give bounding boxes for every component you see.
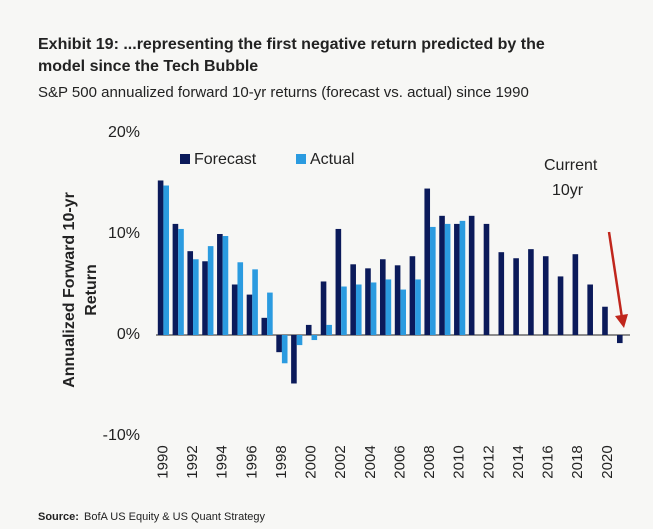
bar	[385, 279, 392, 335]
bar	[237, 262, 244, 335]
bar	[415, 279, 421, 335]
bar	[557, 276, 564, 335]
bar	[207, 246, 214, 335]
bar	[296, 335, 303, 346]
annotation: Current	[544, 157, 598, 174]
bar	[572, 254, 579, 335]
bar	[291, 335, 297, 384]
x-tick-label: 2012	[480, 445, 497, 478]
y-tick-label: 10%	[108, 225, 140, 242]
annotation-arrowhead	[615, 314, 628, 328]
bar	[379, 259, 386, 335]
bar	[400, 289, 407, 335]
annotation: 10yr	[552, 182, 584, 199]
bar	[394, 265, 401, 335]
source-label: Source:	[38, 511, 79, 523]
bar	[513, 258, 519, 335]
x-tick-label: 1998	[273, 445, 290, 478]
x-tick-label: 2010	[451, 445, 468, 478]
bar	[341, 286, 347, 335]
chart-title: model since the Tech Bubble	[38, 58, 258, 75]
x-tick-label: 2002	[332, 445, 349, 478]
y-tick-label: 20%	[108, 124, 140, 141]
bar	[187, 251, 194, 335]
bar	[542, 256, 549, 335]
bar	[483, 223, 490, 335]
bar	[439, 215, 445, 335]
bar	[276, 335, 282, 353]
legend-swatch	[296, 154, 306, 164]
bar	[409, 256, 416, 335]
legend-swatch	[180, 154, 190, 164]
bar	[222, 236, 229, 335]
bar	[355, 284, 362, 335]
bar	[320, 281, 327, 335]
y-axis-label: Return	[83, 264, 100, 316]
x-tick-label: 1990	[154, 445, 171, 478]
bar	[365, 268, 371, 335]
bar	[468, 215, 475, 335]
bar	[261, 317, 268, 335]
bar	[587, 284, 593, 335]
bar	[311, 335, 318, 341]
bar	[305, 324, 312, 335]
bar	[267, 292, 273, 335]
y-tick-label: 0%	[117, 326, 140, 343]
annotation-arrow	[607, 231, 624, 319]
x-tick-label: 2004	[362, 445, 379, 478]
bar	[498, 252, 505, 335]
bar	[252, 269, 258, 335]
bar	[602, 306, 608, 335]
bar	[335, 228, 342, 335]
x-tick-label: 2018	[569, 445, 586, 478]
bar	[246, 294, 253, 335]
bar	[217, 234, 223, 335]
bar	[202, 261, 208, 335]
bar	[459, 220, 466, 335]
x-tick-label: 2000	[303, 445, 320, 478]
legend-label: Actual	[310, 151, 354, 168]
bar	[178, 228, 184, 335]
y-axis-label: Annualized Forward 10-yr	[61, 192, 78, 388]
bar	[281, 335, 288, 364]
bar	[424, 188, 431, 335]
x-tick-label: 2014	[510, 445, 527, 478]
bar	[231, 284, 238, 335]
x-tick-label: 2006	[391, 445, 408, 478]
bar	[370, 282, 377, 335]
bar	[193, 259, 199, 335]
bar	[430, 226, 436, 335]
bar	[616, 335, 623, 344]
chart-title: Exhibit 19: ...representing the first ne…	[38, 36, 545, 53]
x-tick-label: 1994	[214, 445, 231, 478]
bar	[454, 223, 460, 335]
y-tick-label: -10%	[103, 427, 140, 444]
x-tick-label: 2016	[540, 445, 557, 478]
source: BofA US Equity & US Quant Strategy	[84, 511, 265, 523]
x-tick-label: 1992	[184, 445, 201, 478]
bar	[326, 324, 332, 335]
chart-subtitle: S&P 500 annualized forward 10-yr returns…	[38, 84, 529, 101]
x-tick-label: 1996	[243, 445, 260, 478]
bar	[528, 249, 534, 335]
bar	[163, 185, 170, 335]
bar	[172, 223, 179, 335]
x-tick-label: 2008	[421, 445, 438, 478]
bar	[157, 180, 164, 335]
bar	[350, 264, 356, 335]
bar	[444, 223, 451, 335]
legend-label: Forecast	[194, 151, 257, 168]
x-tick-label: 2020	[599, 445, 616, 478]
